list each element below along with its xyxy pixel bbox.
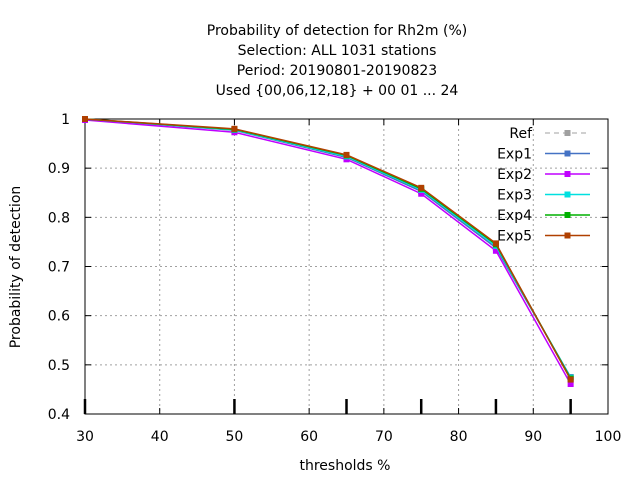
- x-tick-label: 100: [595, 429, 622, 445]
- legend-marker: [564, 191, 571, 198]
- x-tick-label: 30: [76, 429, 94, 445]
- data-point: [567, 381, 574, 388]
- x-tick-label: 80: [450, 429, 468, 445]
- legend-marker: [564, 150, 571, 157]
- y-tick-label: 1: [61, 112, 70, 128]
- data-point: [231, 125, 238, 132]
- series-line-exp2: [84, 119, 572, 385]
- y-tick-label: 0.7: [48, 260, 70, 276]
- x-tick-label: 70: [375, 429, 393, 445]
- y-tick-label: 0.9: [48, 161, 70, 177]
- series-lines: [82, 116, 574, 388]
- legend-label: Exp2: [497, 167, 532, 183]
- x-axis-label: thresholds %: [300, 458, 391, 474]
- data-point: [418, 184, 425, 191]
- title-line: Selection: ALL 1031 stations: [238, 43, 437, 59]
- legend-marker: [564, 232, 571, 239]
- legend-marker: [564, 212, 571, 218]
- x-tick-label: 50: [226, 429, 244, 445]
- title-line: Period: 20190801-20190823: [237, 63, 437, 79]
- legend-label: Exp4: [497, 208, 532, 224]
- legend-label: Exp1: [497, 147, 532, 163]
- legend: Ref Exp1 Exp2 Exp3 Exp4 Exp5: [497, 126, 590, 245]
- title-line: Probability of detection for Rh2m (%): [207, 23, 468, 39]
- data-point: [343, 151, 350, 158]
- legend-label: Ref: [509, 126, 533, 142]
- data-point: [567, 376, 574, 383]
- title-line: Used {00,06,12,18} + 00 01 ... 24: [216, 83, 459, 99]
- data-point: [492, 247, 499, 254]
- grid: [85, 119, 608, 414]
- x-tick-label: 60: [300, 429, 318, 445]
- y-tick-label: 0.8: [48, 210, 70, 226]
- chart-title: Probability of detection for Rh2m (%) Sel…: [207, 23, 468, 99]
- y-tick-label: 0.4: [48, 407, 70, 423]
- axis-ticks: 30 40 50 60 70 80 90 100 0.4 0.5 0.6 0.7 0.8 0.9 1: [48, 112, 622, 445]
- legend-label: Exp3: [497, 188, 532, 204]
- data-point: [82, 116, 88, 122]
- x-tick-label: 40: [151, 429, 169, 445]
- x-tick-label: 90: [524, 429, 542, 445]
- legend-label: Exp5: [497, 229, 532, 245]
- y-tick-label: 0.6: [48, 309, 70, 325]
- y-tick-label: 0.5: [48, 358, 70, 374]
- data-point: [418, 190, 425, 197]
- y-axis-label: Probability of detection: [8, 186, 24, 349]
- series-line-exp5: [84, 118, 572, 380]
- legend-marker: [564, 171, 571, 177]
- legend-marker: [564, 130, 571, 136]
- data-point: [492, 240, 499, 247]
